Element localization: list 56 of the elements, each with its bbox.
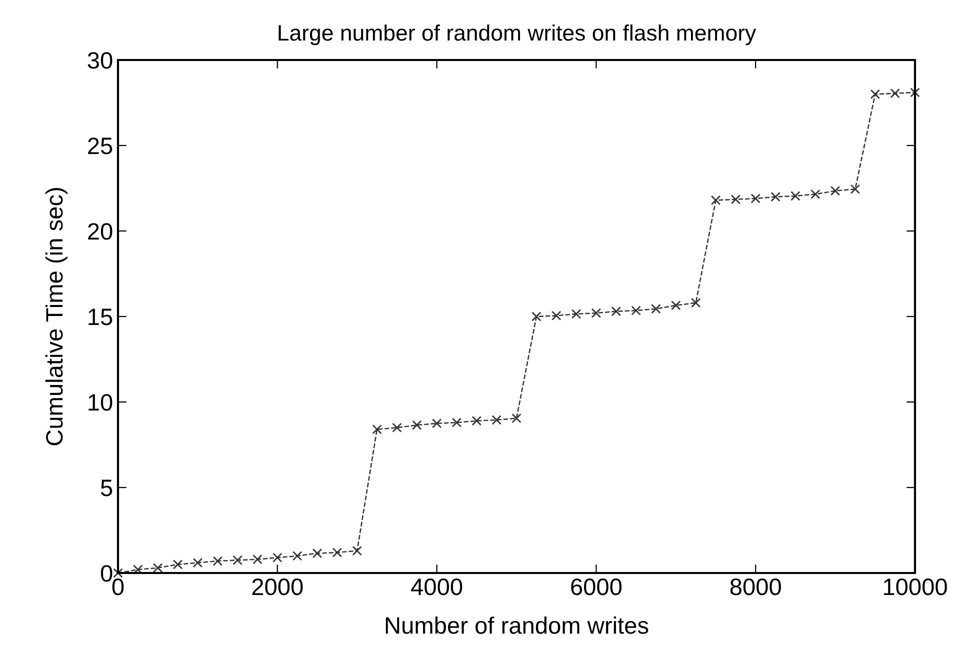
point xyxy=(192,558,203,568)
point xyxy=(492,415,502,425)
x-tick-label: 6000 xyxy=(571,578,622,596)
point xyxy=(152,563,163,573)
y-tick-label: 5 xyxy=(100,480,112,496)
point xyxy=(870,89,880,100)
x-tick-label: 0 xyxy=(112,578,124,596)
point xyxy=(452,418,462,428)
point xyxy=(750,194,760,204)
point xyxy=(252,554,262,564)
point xyxy=(631,306,641,316)
point xyxy=(472,416,482,426)
point xyxy=(810,189,820,200)
x-axis-title: Number of random writes xyxy=(386,616,648,634)
point xyxy=(392,422,402,433)
point xyxy=(671,300,681,310)
x-tick-label: 8000 xyxy=(730,578,781,596)
point xyxy=(651,304,661,314)
y-tick-label: 10 xyxy=(88,394,112,411)
point xyxy=(352,546,362,556)
point xyxy=(790,191,800,201)
x-tick-label: 4000 xyxy=(411,578,462,596)
point xyxy=(591,308,602,318)
point xyxy=(571,309,582,319)
x-tick-label: 2000 xyxy=(252,578,303,596)
point xyxy=(690,298,701,308)
point xyxy=(512,413,522,424)
point xyxy=(113,568,123,578)
point xyxy=(332,548,342,558)
point xyxy=(312,548,322,558)
chart-title: Large number of random writes on flash memory xyxy=(278,24,756,46)
point xyxy=(730,194,741,204)
x-tick-label: 10000 xyxy=(884,578,947,596)
point xyxy=(551,310,562,321)
point xyxy=(432,418,442,428)
y-tick-label: 15 xyxy=(88,308,112,326)
point xyxy=(412,420,422,430)
point xyxy=(212,556,222,566)
point xyxy=(710,195,721,206)
point xyxy=(830,186,840,196)
point xyxy=(910,88,920,98)
point xyxy=(172,560,183,570)
point xyxy=(372,424,382,434)
point xyxy=(611,306,621,316)
y-tick-label: 25 xyxy=(88,138,112,154)
point xyxy=(232,555,242,566)
y-tick-label: 20 xyxy=(88,223,112,240)
point xyxy=(532,312,542,322)
point xyxy=(770,192,780,202)
point xyxy=(850,184,860,194)
y-tick-label: 30 xyxy=(88,52,112,69)
point xyxy=(890,88,900,98)
point xyxy=(272,552,282,562)
y-tick-label: 0 xyxy=(100,565,112,582)
y-axis-title: Cumulative Time (in sec) xyxy=(45,188,68,446)
point xyxy=(292,551,302,561)
